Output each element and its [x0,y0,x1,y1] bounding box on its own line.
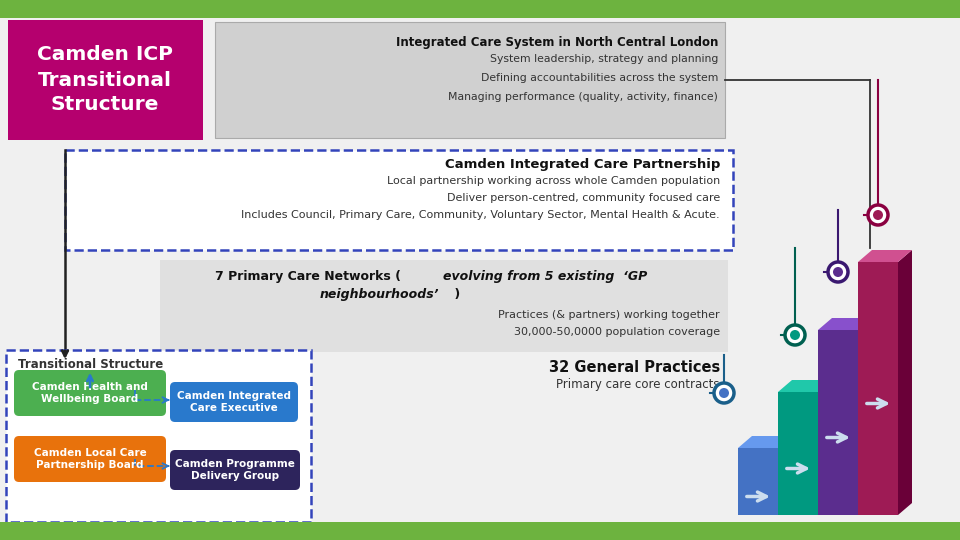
FancyBboxPatch shape [14,370,166,416]
Text: ): ) [450,288,460,301]
Circle shape [873,210,883,220]
Text: Camden Programme
Delivery Group: Camden Programme Delivery Group [175,459,295,481]
Text: Local partnership working across whole Camden population: Local partnership working across whole C… [387,176,720,186]
Circle shape [833,267,843,277]
Text: Transitional Structure: Transitional Structure [18,358,163,371]
Bar [818,330,858,515]
Bar [65,150,733,250]
Polygon shape [818,380,832,515]
Text: Integrated Care System in North Central London: Integrated Care System in North Central … [396,36,718,49]
Text: Camden Integrated
Care Executive: Camden Integrated Care Executive [177,391,291,413]
Text: Defining accountabilities across the system: Defining accountabilities across the sys… [481,73,718,83]
Circle shape [714,383,734,403]
Text: 30,000-50,0000 population coverage: 30,000-50,0000 population coverage [514,327,720,337]
Text: Camden Integrated Care Partnership: Camden Integrated Care Partnership [444,158,720,171]
Polygon shape [738,436,792,448]
Bar [6,350,311,522]
Text: evolving from 5 existing  ‘GP: evolving from 5 existing ‘GP [443,270,647,283]
Polygon shape [858,318,872,515]
Circle shape [868,205,888,225]
Text: Managing performance (quality, activity, finance): Managing performance (quality, activity,… [448,92,718,102]
Text: Practices (& partners) working together: Practices (& partners) working together [498,310,720,320]
FancyBboxPatch shape [170,382,298,422]
Bar [0,0,960,18]
FancyBboxPatch shape [14,436,166,482]
Polygon shape [778,380,832,392]
Text: Deliver person-centred, community focused care: Deliver person-centred, community focuse… [446,193,720,203]
Text: Camden Local Care
Partnership Board: Camden Local Care Partnership Board [34,448,146,470]
Polygon shape [778,436,792,515]
FancyBboxPatch shape [170,450,300,490]
Polygon shape [898,250,912,515]
Bar [160,260,728,352]
Circle shape [719,388,729,398]
Text: Camden ICP
Transitional
Structure: Camden ICP Transitional Structure [37,45,173,114]
Circle shape [790,330,800,340]
Circle shape [785,325,805,345]
Text: neighbourhoods’: neighbourhoods’ [320,288,440,301]
Bar [778,392,818,515]
Text: 32 General Practices: 32 General Practices [549,360,720,375]
Circle shape [828,262,848,282]
Bar [0,522,960,540]
Bar [738,448,778,515]
Bar [8,20,203,140]
Polygon shape [818,318,872,330]
Text: System leadership, strategy and planning: System leadership, strategy and planning [490,54,718,64]
Text: 7 Primary Care Networks (: 7 Primary Care Networks ( [215,270,401,283]
Bar [858,262,898,515]
Text: Primary care core contracts: Primary care core contracts [557,378,720,391]
Text: Includes Council, Primary Care, Community, Voluntary Sector, Mental Health & Acu: Includes Council, Primary Care, Communit… [241,210,720,220]
Bar [215,22,725,138]
Polygon shape [858,250,912,262]
Text: Camden Health and
Wellbeing Board: Camden Health and Wellbeing Board [32,382,148,404]
